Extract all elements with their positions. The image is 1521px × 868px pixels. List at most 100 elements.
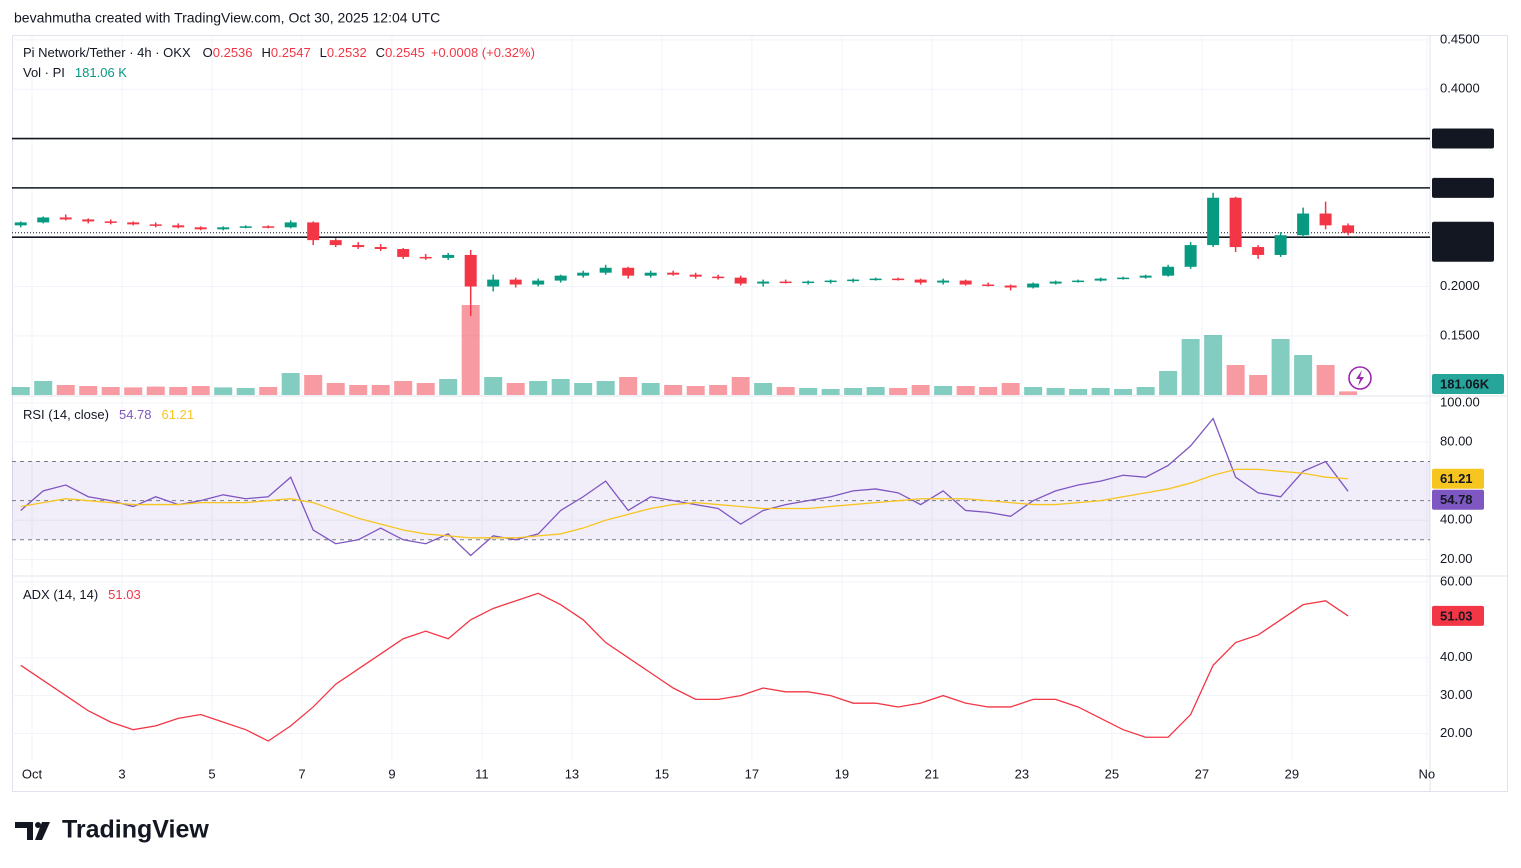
legend: Vol · PI 181.06 K xyxy=(23,65,127,80)
candle-body xyxy=(869,278,882,281)
candle-body xyxy=(712,276,725,279)
volume-bar xyxy=(101,387,120,395)
candle-body xyxy=(104,221,117,223)
volume-bar xyxy=(371,385,390,395)
candle-body xyxy=(352,245,365,248)
x-tick-label: 25 xyxy=(1105,766,1119,781)
candle-body xyxy=(374,247,387,250)
volume-bar xyxy=(844,388,863,395)
x-tick-label: 17 xyxy=(745,766,759,781)
x-tick-label: 23 xyxy=(1015,766,1029,781)
x-tick-label: 29 xyxy=(1285,766,1299,781)
volume-bar xyxy=(484,377,503,395)
last-price-label: 0.2545 xyxy=(1440,224,1480,239)
x-tick-label: 15 xyxy=(655,766,669,781)
x-tick-label: 11 xyxy=(475,766,489,781)
y-tick-label: 100.00 xyxy=(1440,394,1480,409)
y-tick-label: 80.00 xyxy=(1440,433,1473,448)
volume-bar xyxy=(394,381,413,395)
volume-bar xyxy=(259,387,278,395)
candle-body xyxy=(959,280,972,285)
volume-bar xyxy=(799,388,818,395)
candle-body xyxy=(329,240,342,246)
x-tick-label: 19 xyxy=(835,766,849,781)
volume-bar xyxy=(1001,383,1020,395)
candle-body xyxy=(307,222,320,241)
volume-value: 181.06 K xyxy=(75,65,127,80)
volume-bar xyxy=(461,305,480,395)
alert-icon[interactable] xyxy=(1348,366,1372,390)
candle-body xyxy=(622,267,635,276)
candle-body xyxy=(1162,266,1175,276)
volume-bar xyxy=(191,386,210,395)
volume-bar xyxy=(551,379,570,395)
volume-bar xyxy=(1046,388,1065,395)
volume-bar xyxy=(1024,387,1043,395)
candle-body xyxy=(239,226,252,228)
volume-bar xyxy=(1226,365,1245,395)
volume-bar xyxy=(619,377,638,395)
candle-body xyxy=(599,267,612,273)
legend-title: Vol · PI xyxy=(23,65,65,80)
indicator-line xyxy=(20,592,1349,742)
x-tick-label: 5 xyxy=(208,766,215,781)
candle-body xyxy=(1027,283,1040,288)
frame xyxy=(12,35,1508,792)
volume-bar xyxy=(731,377,750,395)
candle-body xyxy=(1004,285,1017,288)
ohlc-value: 0.2545 xyxy=(385,45,425,60)
candle-body xyxy=(644,272,657,276)
candle-body xyxy=(532,280,545,285)
volume-badge xyxy=(1432,374,1504,394)
candle-body xyxy=(464,254,477,287)
volume-bar xyxy=(956,386,975,395)
candle-body xyxy=(1252,247,1265,255)
x-tick-label: 13 xyxy=(565,766,579,781)
y-tick-label: 20.00 xyxy=(1440,551,1473,566)
value-badge-text: 51.03 xyxy=(1440,608,1473,623)
candle-body xyxy=(577,272,590,276)
volume-bar xyxy=(169,387,188,395)
volume-bar xyxy=(416,383,435,395)
volume-bar xyxy=(146,386,165,395)
y-tick-label: 40.00 xyxy=(1440,649,1473,664)
candle-body xyxy=(397,249,410,257)
legend: ADX (14, 14) 51.03 xyxy=(23,587,141,602)
volume-bar xyxy=(124,387,143,395)
candle-body xyxy=(937,280,950,283)
level-badge xyxy=(1432,177,1494,198)
candle-body xyxy=(442,254,455,258)
volume-bar xyxy=(641,383,660,395)
ohlc-value: 0.2536 xyxy=(213,45,253,60)
candle-body xyxy=(824,280,837,283)
change: +0.0008 (+0.32%) xyxy=(431,45,535,60)
x-tick-label: Oct xyxy=(22,766,43,781)
candle-body xyxy=(554,275,567,281)
countdown: 03:55:21 xyxy=(1440,242,1491,257)
x-tick-label: 9 xyxy=(388,766,395,781)
volume-bar xyxy=(1136,387,1155,395)
candle-body xyxy=(1297,213,1310,236)
volume-bar xyxy=(1249,375,1268,395)
legend: Pi Network/Tether · 4h · OKX O0.2536 H0.25… xyxy=(23,45,535,60)
volume-bar xyxy=(326,383,345,395)
legend-value: 54.78 xyxy=(119,407,152,422)
y-tick-label: 60.00 xyxy=(1440,573,1473,588)
x-tick-label: No xyxy=(1419,766,1436,781)
candle-body xyxy=(509,279,522,285)
y-tick-label: 0.4000 xyxy=(1440,81,1480,96)
volume-bar xyxy=(1271,339,1290,395)
y-tick-label: 40.00 xyxy=(1440,512,1473,527)
volume-bar xyxy=(439,379,458,395)
legend-value: 51.03 xyxy=(108,587,141,602)
candle-body xyxy=(14,222,27,226)
volume-bar xyxy=(889,388,908,395)
x-tick-label: 21 xyxy=(925,766,939,781)
volume-bar xyxy=(304,375,323,395)
volume-badge-text: 181.06K xyxy=(1440,376,1490,391)
candle-body xyxy=(847,279,860,282)
legend-title: ADX (14, 14) xyxy=(23,587,98,602)
indicator-line xyxy=(20,468,1349,539)
candle-body xyxy=(1229,197,1242,248)
